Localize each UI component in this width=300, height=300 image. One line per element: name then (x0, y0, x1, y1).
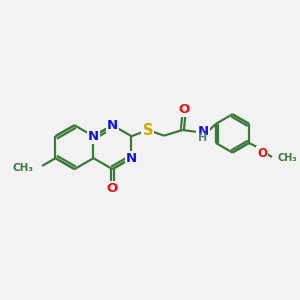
Text: O: O (107, 182, 118, 195)
Text: O: O (257, 147, 267, 160)
Text: CH₃: CH₃ (13, 163, 34, 173)
Text: N: N (197, 125, 208, 138)
Text: O: O (178, 103, 189, 116)
Text: S: S (142, 122, 153, 137)
Text: N: N (126, 152, 137, 165)
Text: H: H (198, 133, 208, 143)
Text: N: N (88, 130, 99, 143)
Text: CH₃: CH₃ (277, 153, 297, 164)
Text: N: N (107, 119, 118, 132)
